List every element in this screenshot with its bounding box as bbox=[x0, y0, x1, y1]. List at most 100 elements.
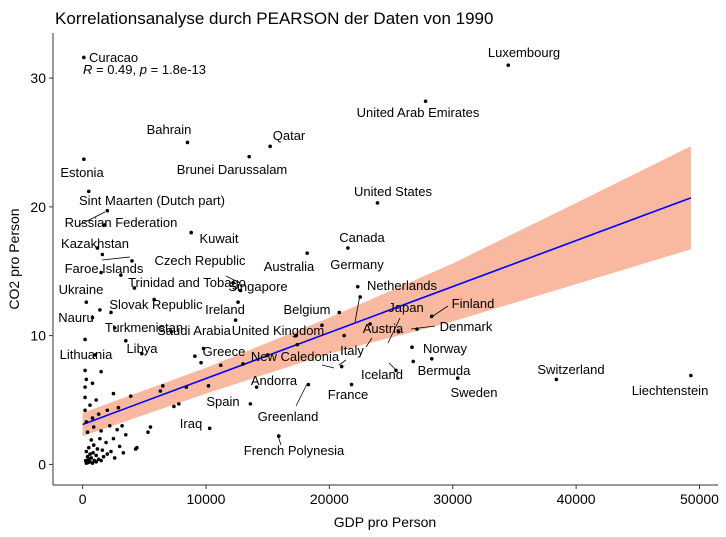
point-label: Brunei Darussalam bbox=[177, 162, 288, 177]
y-tick-label: 0 bbox=[38, 456, 46, 472]
data-point bbox=[305, 251, 309, 256]
data-point bbox=[82, 55, 86, 60]
data-point bbox=[91, 451, 95, 455]
data-point bbox=[86, 445, 91, 450]
data-point bbox=[140, 351, 144, 356]
point-label: Nauru bbox=[58, 310, 93, 325]
data-point bbox=[83, 368, 87, 373]
data-point bbox=[158, 389, 163, 393]
point-label: Czech Republic bbox=[154, 253, 246, 268]
data-point bbox=[396, 329, 401, 334]
data-point bbox=[99, 458, 103, 463]
data-point bbox=[94, 398, 98, 402]
data-point bbox=[117, 444, 122, 449]
data-point bbox=[689, 373, 693, 378]
data-point bbox=[93, 353, 97, 357]
x-tick-label: 10000 bbox=[187, 491, 226, 507]
data-point bbox=[94, 460, 98, 464]
point-labels-layer: Curacao Luxembourg United Arab Emirates Bah… bbox=[58, 45, 708, 458]
label-leader-line bbox=[429, 305, 449, 319]
point-label: Luxembourg bbox=[488, 45, 560, 60]
confidence-band-layer bbox=[82, 146, 691, 437]
data-point bbox=[86, 189, 91, 194]
data-point bbox=[233, 318, 238, 322]
data-point bbox=[91, 443, 96, 447]
data-point bbox=[410, 345, 414, 350]
y-tick-label: 20 bbox=[30, 199, 46, 215]
point-label: Denmark bbox=[440, 319, 493, 334]
data-point bbox=[83, 408, 87, 413]
data-point bbox=[85, 430, 90, 435]
data-point bbox=[185, 140, 190, 145]
data-point bbox=[104, 440, 108, 445]
point-label: New Caledonia bbox=[251, 349, 340, 364]
data-point bbox=[85, 454, 90, 459]
point-label: Saudi Arabia bbox=[157, 323, 231, 338]
point-label: Kazakhstan bbox=[61, 236, 129, 251]
data-point bbox=[207, 426, 212, 431]
confidence-band bbox=[82, 146, 691, 437]
point-label: Japan bbox=[388, 300, 423, 315]
data-point bbox=[132, 286, 137, 290]
data-point bbox=[295, 342, 300, 347]
p-value: 1.8e-13 bbox=[162, 62, 206, 77]
data-point bbox=[375, 201, 380, 205]
label-leader-line bbox=[387, 317, 401, 344]
label-leader-line bbox=[354, 294, 361, 323]
point-label: Liechtenstein bbox=[632, 383, 709, 398]
correlation-annotation: R = 0.49, p = 1.8e-13 bbox=[83, 62, 206, 77]
data-point bbox=[349, 382, 354, 387]
data-point bbox=[148, 425, 153, 429]
data-point bbox=[115, 427, 119, 432]
point-label: Australia bbox=[264, 259, 315, 274]
data-point bbox=[94, 453, 98, 458]
data-point bbox=[98, 308, 102, 312]
data-point bbox=[268, 144, 272, 149]
point-label: Faroe Islands bbox=[65, 261, 144, 276]
x-tick-label: 50000 bbox=[680, 491, 719, 507]
data-point bbox=[161, 384, 165, 388]
data-point bbox=[88, 403, 92, 407]
data-point bbox=[84, 377, 89, 382]
data-point bbox=[193, 354, 197, 359]
data-point bbox=[112, 456, 117, 460]
point-label: Netherlands bbox=[367, 278, 438, 293]
data-point bbox=[169, 329, 174, 334]
data-point bbox=[254, 385, 259, 389]
data-point bbox=[146, 430, 150, 435]
data-point bbox=[105, 452, 110, 456]
point-label: United Arab Emirates bbox=[357, 105, 480, 120]
point-label: Greenland bbox=[258, 409, 319, 424]
point-label: Singapore bbox=[228, 279, 287, 294]
data-point bbox=[238, 288, 243, 293]
data-point bbox=[83, 337, 87, 342]
data-point bbox=[337, 310, 342, 315]
regression-line bbox=[82, 197, 692, 426]
data-point bbox=[429, 357, 434, 361]
label-leader-line bbox=[410, 325, 436, 330]
data-point bbox=[88, 452, 92, 456]
point-label: Iraq bbox=[180, 416, 202, 431]
data-point bbox=[99, 369, 103, 374]
label-leader-line bbox=[277, 435, 282, 446]
point-label: United States bbox=[354, 184, 433, 199]
data-point bbox=[83, 385, 87, 389]
data-point bbox=[368, 322, 372, 326]
label-leader-line bbox=[321, 364, 335, 369]
data-point bbox=[109, 449, 113, 454]
point-label: Trinidad and Tobago bbox=[128, 275, 246, 290]
label-leader-line bbox=[388, 362, 397, 371]
plot-area: Curacao Luxembourg United Arab Emirates Bah… bbox=[58, 45, 708, 465]
data-point bbox=[103, 223, 107, 227]
data-point bbox=[236, 300, 240, 304]
data-point bbox=[506, 63, 511, 67]
data-point bbox=[184, 385, 189, 389]
point-label: Curacao bbox=[89, 50, 138, 65]
data-point bbox=[83, 458, 88, 463]
data-point bbox=[342, 333, 346, 338]
data-point bbox=[320, 323, 324, 328]
data-point bbox=[95, 246, 100, 250]
data-point bbox=[90, 416, 95, 420]
label-leader-line bbox=[295, 383, 308, 407]
